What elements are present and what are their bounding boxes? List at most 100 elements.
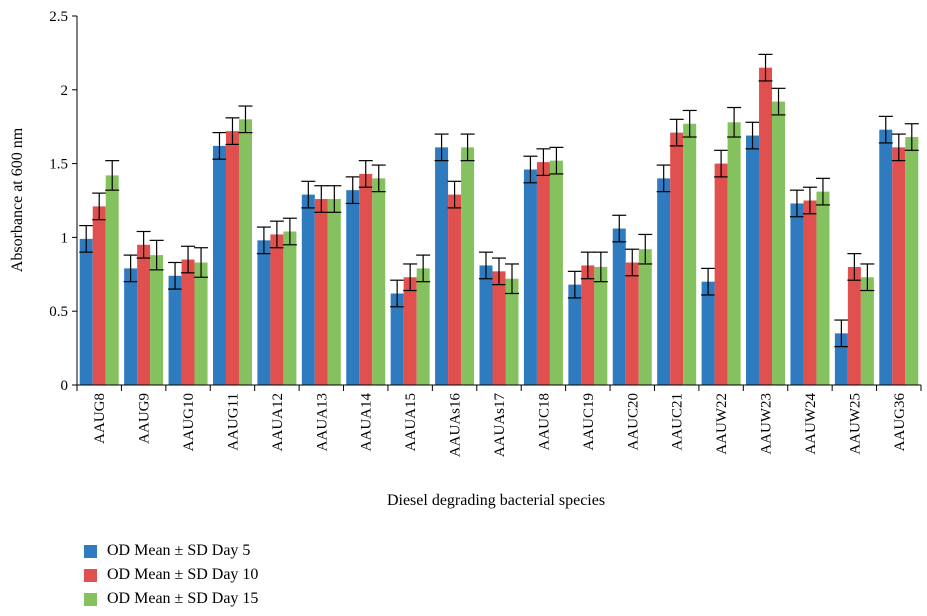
- error-bar: [345, 176, 360, 205]
- error-bar: [301, 180, 316, 209]
- bar: [701, 281, 715, 385]
- bar: [568, 284, 582, 385]
- x-tick-label: AAUG36: [892, 393, 908, 452]
- x-tick-label: AAUA12: [270, 393, 286, 451]
- x-tick-label: AAUW23: [759, 393, 775, 455]
- bar: [314, 199, 328, 385]
- bar: [359, 173, 373, 385]
- error-bar: [878, 115, 893, 144]
- x-tick-label: AAUC20: [625, 393, 641, 451]
- bar: [492, 271, 506, 385]
- bar: [390, 293, 404, 385]
- bar: [150, 255, 164, 385]
- error-bar: [358, 160, 373, 188]
- bar: [638, 249, 652, 385]
- bar: [124, 268, 138, 385]
- x-tick-label: AAUA15: [403, 393, 419, 451]
- bar: [860, 277, 874, 385]
- bar: [657, 178, 671, 385]
- error-bar: [669, 118, 684, 147]
- bar: [714, 163, 728, 385]
- error-bar: [580, 251, 595, 280]
- bar: [803, 200, 817, 385]
- bar: [536, 162, 550, 385]
- bar: [479, 265, 493, 385]
- bar: [759, 67, 773, 385]
- error-bar: [416, 254, 431, 283]
- bar: [194, 262, 208, 385]
- error-bar: [727, 106, 742, 138]
- bar: [92, 206, 106, 385]
- bar: [879, 129, 893, 385]
- x-tick-label: AAUG10: [181, 393, 197, 451]
- error-bar: [567, 270, 582, 299]
- bar: [435, 147, 449, 385]
- bar: [670, 132, 684, 385]
- error-bar: [149, 239, 164, 271]
- error-bar: [523, 155, 538, 184]
- bar: [225, 131, 239, 385]
- bar: [461, 147, 475, 385]
- bar: [790, 203, 804, 385]
- x-tick-label: AAUA14: [359, 393, 375, 452]
- error-bar: [479, 251, 493, 280]
- bar: [816, 191, 830, 385]
- x-tick-label: AAUA13: [314, 393, 330, 451]
- error-bar: [802, 186, 817, 215]
- error-bar: [194, 247, 209, 278]
- error-bar: [238, 105, 253, 134]
- bar: [238, 119, 252, 385]
- error-bar: [505, 263, 519, 295]
- y-tick-label: 0.5: [49, 304, 68, 320]
- error-bar: [168, 261, 183, 290]
- x-tick-label: AAUC19: [581, 393, 597, 451]
- bar: [746, 135, 760, 385]
- y-axis-title: Absorbance at 600 nm: [9, 127, 26, 272]
- error-bar: [123, 254, 138, 283]
- x-tick-label: AAUG8: [92, 393, 108, 444]
- bar: [257, 240, 271, 385]
- error-bar: [225, 117, 240, 146]
- bar: [594, 266, 608, 385]
- bar: [105, 175, 119, 385]
- error-bar: [92, 192, 107, 221]
- legend-item-day5: OD Mean ± SD Day 5: [84, 539, 258, 563]
- error-bar: [212, 132, 227, 160]
- bar: [270, 234, 284, 385]
- bar: [168, 275, 182, 385]
- error-bar: [834, 319, 849, 348]
- y-axis: 0 0.5 1 1.5 2 2.5: [49, 9, 78, 394]
- x-axis: AAUG8 AAUG9 AAUG10 AAUG11 AAUA12 AAUA13 AAUA14…: [76, 384, 922, 457]
- error-bar: [904, 123, 919, 151]
- x-tick-label: AAUG9: [137, 393, 153, 444]
- legend-label-day5: OD Mean ± SD Day 5: [107, 542, 251, 559]
- legend-swatch-day15: [84, 592, 97, 606]
- error-bar: [390, 279, 405, 308]
- error-bar: [860, 263, 875, 292]
- error-bar: [682, 109, 697, 138]
- error-bar: [549, 146, 564, 175]
- bar: [79, 238, 93, 385]
- error-bar: [625, 248, 640, 277]
- error-bar: [612, 214, 627, 243]
- bar: [137, 244, 151, 385]
- y-tick-label: 1.5: [49, 157, 68, 173]
- error-bar: [79, 224, 94, 253]
- error-bar: [282, 217, 297, 246]
- bar: [581, 265, 595, 385]
- error-bar: [789, 189, 804, 218]
- error-bar: [447, 180, 462, 209]
- y-tick-label: 1: [61, 230, 69, 246]
- error-bar: [656, 164, 671, 193]
- error-bar: [714, 149, 729, 178]
- bar: [416, 268, 430, 385]
- error-bar: [269, 220, 284, 249]
- x-tick-label: AAUW25: [847, 393, 863, 455]
- bar: [505, 278, 519, 385]
- bar: [612, 228, 626, 385]
- error-bar: [403, 263, 418, 292]
- error-bar: [105, 160, 120, 191]
- bar: [727, 122, 741, 385]
- bar: [905, 137, 919, 385]
